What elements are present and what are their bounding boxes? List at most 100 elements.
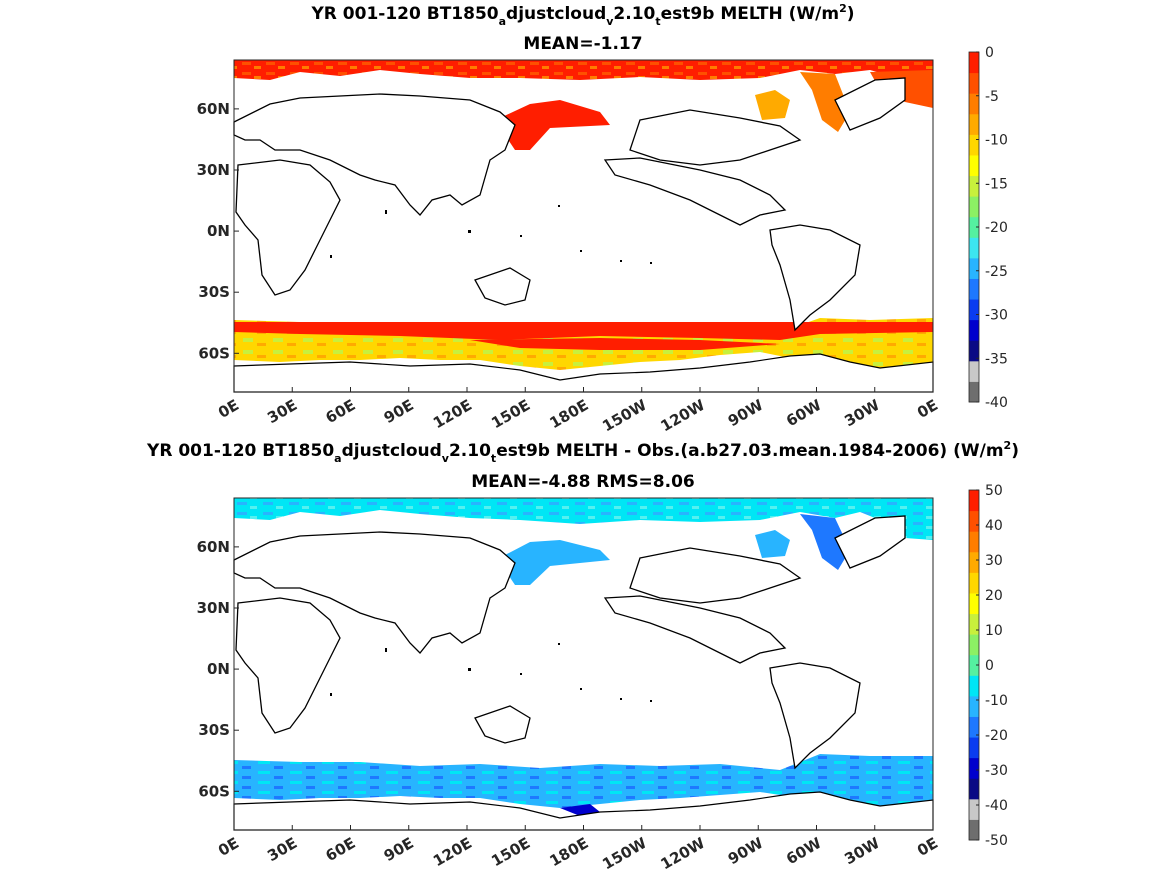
map-1-arctic-melt-field	[234, 60, 933, 80]
x-tick-label: 60E	[323, 834, 359, 865]
colorbar-tick-label: 0	[985, 45, 994, 61]
colorbar-swatch	[969, 381, 979, 403]
colorbar-swatch	[969, 654, 979, 676]
colorbar-swatch	[969, 510, 979, 532]
colorbar-tick-label: 0	[985, 658, 994, 674]
x-tick-label: 120E	[430, 834, 475, 870]
map-2-hudson-bay-diff	[755, 530, 790, 558]
colorbar-swatch	[969, 490, 979, 512]
colorbar-tick-label: -50	[985, 833, 1008, 849]
colorbar-tick-label: -10	[985, 133, 1008, 149]
colorbar-swatch	[969, 613, 979, 635]
map-1-ross-weddell-band	[470, 338, 780, 350]
colorbar-swatch	[969, 531, 979, 553]
panel-2-colorbar: 50 40 30 20 10 0 -10 -20 -30 -40 -50	[968, 483, 1008, 849]
x-tick-label: 120W	[658, 396, 709, 436]
colorbar-swatch	[969, 175, 979, 197]
x-tick-label: 30E	[264, 396, 300, 427]
colorbar-swatch	[969, 360, 979, 382]
y-tick-label: 0N	[207, 222, 230, 240]
x-tick-label: 150E	[488, 834, 533, 870]
colorbar-tick-label: -20	[985, 220, 1008, 236]
panel-2-x-ticks: 0E 30E 60E 90E 120E 150E 180E 150W 120W 90W 60W 30W…	[215, 825, 941, 873]
map-1-okhotsk-bering-melt	[500, 100, 610, 150]
colorbar-tick-label: -40	[985, 798, 1008, 814]
y-tick-label: 30N	[197, 161, 230, 179]
y-tick-label: 60S	[198, 782, 230, 800]
x-tick-label: 90W	[725, 396, 767, 431]
panel-1-colorbar: 0 -5 -10 -15 -20 -25 -30 -35 -40	[968, 45, 1008, 411]
colorbar-swatch	[969, 319, 979, 341]
x-tick-label: 90E	[381, 396, 417, 427]
colorbar-swatch	[969, 340, 979, 362]
y-tick-label: 30N	[197, 599, 230, 617]
x-tick-label: 60W	[783, 396, 825, 431]
panel-1-subtitle: MEAN=-1.17	[523, 34, 642, 54]
colorbar-swatch	[969, 798, 979, 820]
x-tick-label: 60E	[323, 396, 359, 427]
colorbar-tick-label: -40	[985, 395, 1008, 411]
map-1-southern-ocean-edge	[234, 322, 933, 340]
colorbar-swatch	[969, 778, 979, 800]
x-tick-label: 90E	[381, 834, 417, 865]
colorbar-tick-label: -20	[985, 728, 1008, 744]
colorbar-tick-label: -30	[985, 763, 1008, 779]
map-2	[233, 497, 934, 831]
y-tick-label: 60S	[198, 344, 230, 362]
colorbar-swatch	[969, 695, 979, 717]
panel-2-title: YR 001-120 BT1850adjustcloudv2.10test9b …	[146, 439, 1019, 465]
x-tick-label: 60W	[783, 834, 825, 869]
colorbar-tick-label: 30	[985, 553, 1003, 569]
colorbar-swatch	[969, 551, 979, 573]
colorbar-tick-label: -5	[985, 89, 999, 105]
map-2-southern-ocean-diff	[234, 754, 933, 810]
colorbar-swatch	[969, 592, 979, 615]
x-tick-label: 0E	[215, 834, 242, 860]
colorbar-swatch	[969, 237, 979, 259]
panel-1-x-ticks: 0E 30E 60E 90E 120E 150E 180E 150W 120W 90W 60W 30W…	[215, 387, 941, 435]
colorbar-swatch	[969, 278, 979, 300]
x-tick-label: 150W	[599, 396, 650, 436]
colorbar-swatch	[969, 572, 979, 594]
map-2-coastlines	[233, 515, 906, 770]
panel-1-y-ticks: 60N 30N 0N 30S 60S	[197, 100, 239, 362]
y-tick-label: 60N	[197, 100, 230, 118]
colorbar-swatch	[969, 737, 979, 759]
panel-2: YR 001-120 BT1850adjustcloudv2.10test9b …	[146, 439, 1019, 873]
panel-1-title: YR 001-120 BT1850adjustcloudv2.10test9b …	[310, 2, 854, 28]
x-tick-label: 180E	[547, 396, 592, 432]
x-tick-label: 120E	[430, 396, 475, 432]
panel-1: YR 001-120 BT1850adjustcloudv2.10test9b …	[197, 2, 1008, 435]
colorbar-swatch	[969, 757, 979, 779]
x-tick-label: 150E	[488, 396, 533, 432]
colorbar-tick-label: 50	[985, 483, 1003, 499]
colorbar-swatch	[969, 257, 979, 279]
x-tick-label: 30W	[841, 396, 883, 431]
colorbar-swatch	[969, 299, 979, 321]
map-2-island-specks	[330, 643, 652, 702]
x-tick-label: 0E	[914, 834, 941, 860]
x-tick-label: 0E	[914, 396, 941, 422]
x-tick-label: 30W	[841, 834, 883, 869]
y-tick-label: 30S	[198, 721, 230, 739]
x-tick-label: 150W	[599, 834, 650, 874]
colorbar-tick-label: -35	[985, 351, 1008, 367]
colorbar-tick-label: -15	[985, 176, 1008, 192]
map-2-okhotsk-bering-diff	[505, 540, 610, 585]
x-tick-label: 0E	[215, 396, 242, 422]
x-tick-label: 180E	[547, 834, 592, 870]
x-tick-label: 30E	[264, 834, 300, 865]
map-2-arctic-diff-field	[234, 498, 933, 540]
colorbar-tick-label: -25	[985, 264, 1008, 280]
map-1-island-specks	[330, 205, 652, 264]
x-tick-label: 90W	[725, 834, 767, 869]
colorbar-tick-label: 40	[985, 518, 1003, 534]
x-tick-label: 120W	[658, 834, 709, 874]
colorbar-swatch	[969, 216, 979, 238]
y-tick-label: 60N	[197, 538, 230, 556]
colorbar-tick-label: -10	[985, 693, 1008, 709]
colorbar-swatch	[969, 93, 979, 115]
colorbar-swatch	[969, 675, 979, 697]
colorbar-tick-label: 10	[985, 623, 1003, 639]
